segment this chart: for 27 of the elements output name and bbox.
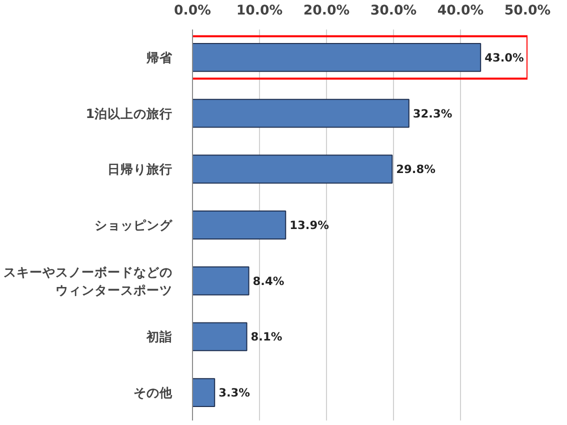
x-tick-label: 20.0% bbox=[303, 4, 350, 18]
x-tick-label: 40.0% bbox=[437, 4, 484, 18]
x-tick-label: 10.0% bbox=[236, 4, 283, 18]
y-tick-label: 初詣 bbox=[146, 329, 172, 344]
bar bbox=[192, 42, 482, 72]
data-label: 29.8% bbox=[396, 162, 436, 176]
data-label: 13.9% bbox=[290, 218, 329, 232]
x-tick-label: 50.0% bbox=[504, 4, 551, 18]
bar bbox=[192, 266, 250, 296]
y-tick-label: ショッピング bbox=[94, 218, 174, 232]
data-label: 43.0% bbox=[484, 50, 524, 64]
y-tick-label: その他 bbox=[134, 385, 174, 400]
y-tick-label: 日帰り旅行 bbox=[108, 162, 172, 177]
bar bbox=[192, 154, 393, 184]
x-tick-label: 30.0% bbox=[370, 4, 417, 18]
data-label: 32.3% bbox=[412, 106, 452, 120]
bar bbox=[192, 378, 216, 408]
data-label: 8.1% bbox=[250, 330, 282, 344]
bar bbox=[192, 98, 410, 128]
y-tick-label: 1泊以上の旅行 bbox=[86, 106, 173, 121]
data-label: 3.3% bbox=[218, 386, 250, 400]
y-tick-label: スキーやスノーボードなどのウィンタースポーツ bbox=[4, 264, 172, 298]
bar bbox=[192, 322, 248, 352]
bar bbox=[192, 210, 286, 240]
data-label: 8.4% bbox=[252, 274, 284, 288]
y-tick-label: 帰省 bbox=[146, 50, 174, 65]
x-tick-label: 0.0% bbox=[174, 4, 211, 18]
